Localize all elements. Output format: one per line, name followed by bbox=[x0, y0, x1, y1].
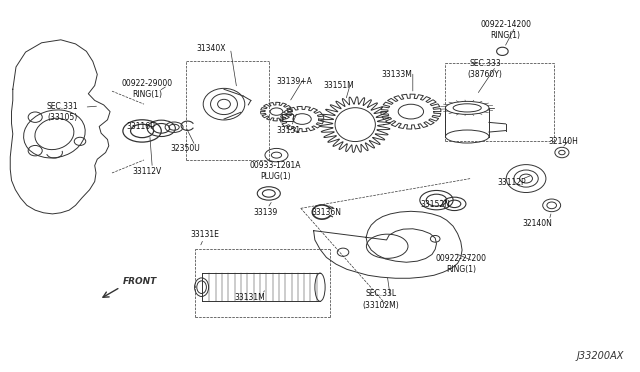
Text: 00922-29000
RING(1): 00922-29000 RING(1) bbox=[122, 79, 173, 99]
Text: SEC.333
(38760Y): SEC.333 (38760Y) bbox=[468, 59, 502, 79]
Text: 32140N: 32140N bbox=[523, 219, 552, 228]
Text: 33151: 33151 bbox=[276, 126, 300, 135]
Text: 00922-27200
RING(1): 00922-27200 RING(1) bbox=[435, 254, 486, 274]
Text: 32350U: 32350U bbox=[171, 144, 200, 153]
Text: SEC.331
(33105): SEC.331 (33105) bbox=[47, 102, 79, 122]
Text: 33116P: 33116P bbox=[127, 122, 155, 131]
Text: 33152N: 33152N bbox=[420, 200, 450, 209]
Text: 33139+A: 33139+A bbox=[276, 77, 312, 86]
Text: 33139: 33139 bbox=[253, 208, 278, 217]
Text: 00922-14200
RING(1): 00922-14200 RING(1) bbox=[480, 20, 531, 40]
Text: FRONT: FRONT bbox=[123, 277, 157, 286]
Text: 32140H: 32140H bbox=[548, 137, 578, 146]
Bar bbox=[282, 114, 293, 121]
Text: SEC.33L
(33102M): SEC.33L (33102M) bbox=[362, 289, 399, 310]
Text: J33200AX: J33200AX bbox=[577, 351, 624, 361]
Text: 33112P: 33112P bbox=[498, 178, 526, 187]
Text: 33131M: 33131M bbox=[234, 293, 265, 302]
Text: 33151M: 33151M bbox=[324, 81, 355, 90]
Text: 33133M: 33133M bbox=[381, 70, 412, 79]
Text: 33131E: 33131E bbox=[190, 230, 220, 239]
Text: 33136N: 33136N bbox=[312, 208, 341, 217]
Text: 00933-1201A
PLUG(1): 00933-1201A PLUG(1) bbox=[250, 161, 301, 181]
Text: 31340X: 31340X bbox=[196, 44, 226, 53]
Text: 33112V: 33112V bbox=[132, 167, 162, 176]
